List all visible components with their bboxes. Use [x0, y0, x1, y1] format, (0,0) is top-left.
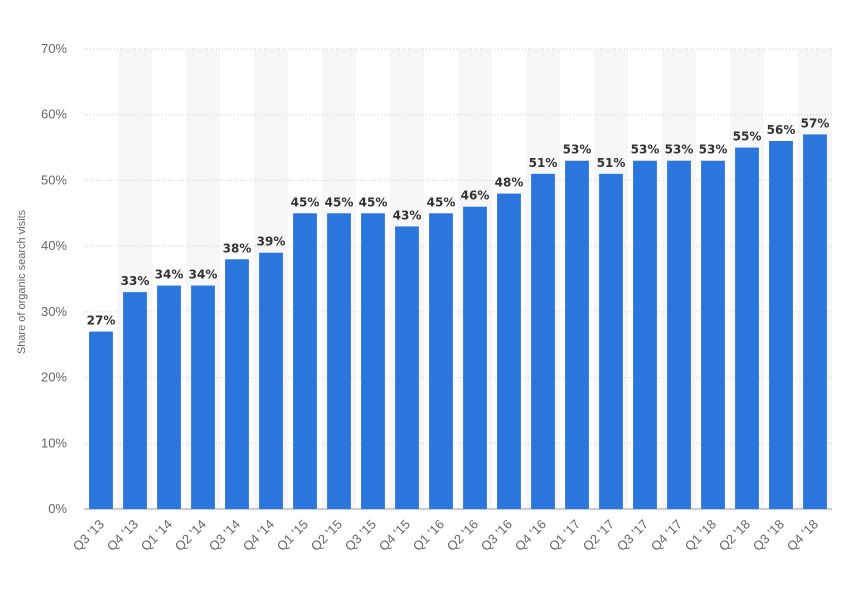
bar	[803, 134, 827, 509]
data-label: 34%	[189, 268, 218, 282]
x-tick-label: Q2 '15	[308, 517, 345, 554]
bar	[701, 160, 725, 509]
x-tick-label: Q4 '18	[784, 517, 821, 554]
bars	[89, 134, 827, 510]
bar	[633, 160, 657, 509]
data-label: 48%	[495, 176, 524, 190]
y-axis-title: Share of organic search visits	[16, 209, 28, 354]
bar	[429, 213, 453, 510]
y-tick-label: 50%	[41, 172, 67, 187]
bar	[89, 331, 113, 509]
data-label: 27%	[87, 314, 116, 328]
bar	[497, 193, 521, 510]
data-label: 57%	[801, 116, 830, 130]
data-label: 55%	[733, 130, 762, 144]
x-tick-label: Q1 '15	[274, 517, 311, 554]
bar	[225, 259, 249, 509]
data-label: 33%	[121, 274, 150, 288]
bar	[259, 252, 283, 509]
x-tick-label: Q2 '14	[172, 517, 209, 554]
bar	[769, 141, 793, 509]
data-label: 53%	[631, 143, 660, 157]
x-tick-label: Q2 '17	[580, 517, 617, 554]
data-label: 45%	[291, 195, 320, 209]
data-label: 34%	[155, 268, 184, 282]
x-tick-label: Q3 '17	[614, 517, 651, 554]
y-tick-label: 0%	[48, 501, 67, 516]
bar	[395, 226, 419, 509]
bar	[565, 160, 589, 509]
bar	[463, 206, 487, 509]
y-tick-label: 60%	[41, 107, 67, 122]
x-tick-label: Q3 '14	[206, 517, 243, 554]
bar	[191, 285, 215, 509]
data-label: 45%	[325, 195, 354, 209]
bar	[123, 292, 147, 509]
x-tick-label: Q1 '17	[546, 517, 583, 554]
x-tick-label: Q3 '16	[478, 517, 515, 554]
x-tick-label: Q2 '16	[444, 517, 481, 554]
data-label: 51%	[597, 156, 626, 170]
bar	[293, 213, 317, 510]
data-label: 51%	[529, 156, 558, 170]
y-tick-label: 10%	[41, 435, 67, 450]
data-label: 45%	[359, 195, 388, 209]
x-tick-label: Q3 '15	[342, 517, 379, 554]
x-tick-label: Q4 '14	[240, 517, 277, 554]
x-tick-label: Q4 '16	[512, 517, 549, 554]
data-label: 53%	[665, 143, 694, 157]
x-tick-label: Q1 '16	[410, 517, 447, 554]
data-label: 46%	[461, 189, 490, 203]
x-tick-label: Q2 '18	[716, 517, 753, 554]
data-label: 43%	[393, 208, 422, 222]
x-tick-label: Q4 '17	[648, 517, 685, 554]
y-tick-label: 30%	[41, 304, 67, 319]
y-axis-ticks: 0% 10% 20% 30% 40% 50% 60% 70%	[41, 41, 67, 516]
data-labels: 27% 33% 34% 34% 38% 39% 45% 45% 45% 43% 45% 46% 48% 5…	[87, 116, 830, 327]
bar	[667, 160, 691, 509]
data-label: 39%	[257, 235, 286, 249]
bar	[599, 173, 623, 509]
x-tick-label: Q1 '14	[138, 517, 175, 554]
x-tick-label: Q4 '13	[104, 517, 141, 554]
bar	[735, 147, 759, 510]
data-label: 53%	[563, 143, 592, 157]
x-tick-label: Q3 '13	[70, 517, 107, 554]
y-tick-label: 20%	[41, 370, 67, 385]
data-label: 45%	[427, 195, 456, 209]
data-label: 53%	[699, 143, 728, 157]
bar	[361, 213, 385, 510]
y-tick-label: 40%	[41, 238, 67, 253]
data-label: 38%	[223, 241, 252, 255]
bar	[157, 285, 181, 509]
data-label: 56%	[767, 123, 796, 137]
bar	[327, 213, 351, 510]
x-tick-label: Q4 '15	[376, 517, 413, 554]
x-tick-label: Q1 '18	[682, 517, 719, 554]
y-tick-label: 70%	[41, 41, 67, 56]
x-tick-label: Q3 '18	[750, 517, 787, 554]
bar	[531, 173, 555, 509]
